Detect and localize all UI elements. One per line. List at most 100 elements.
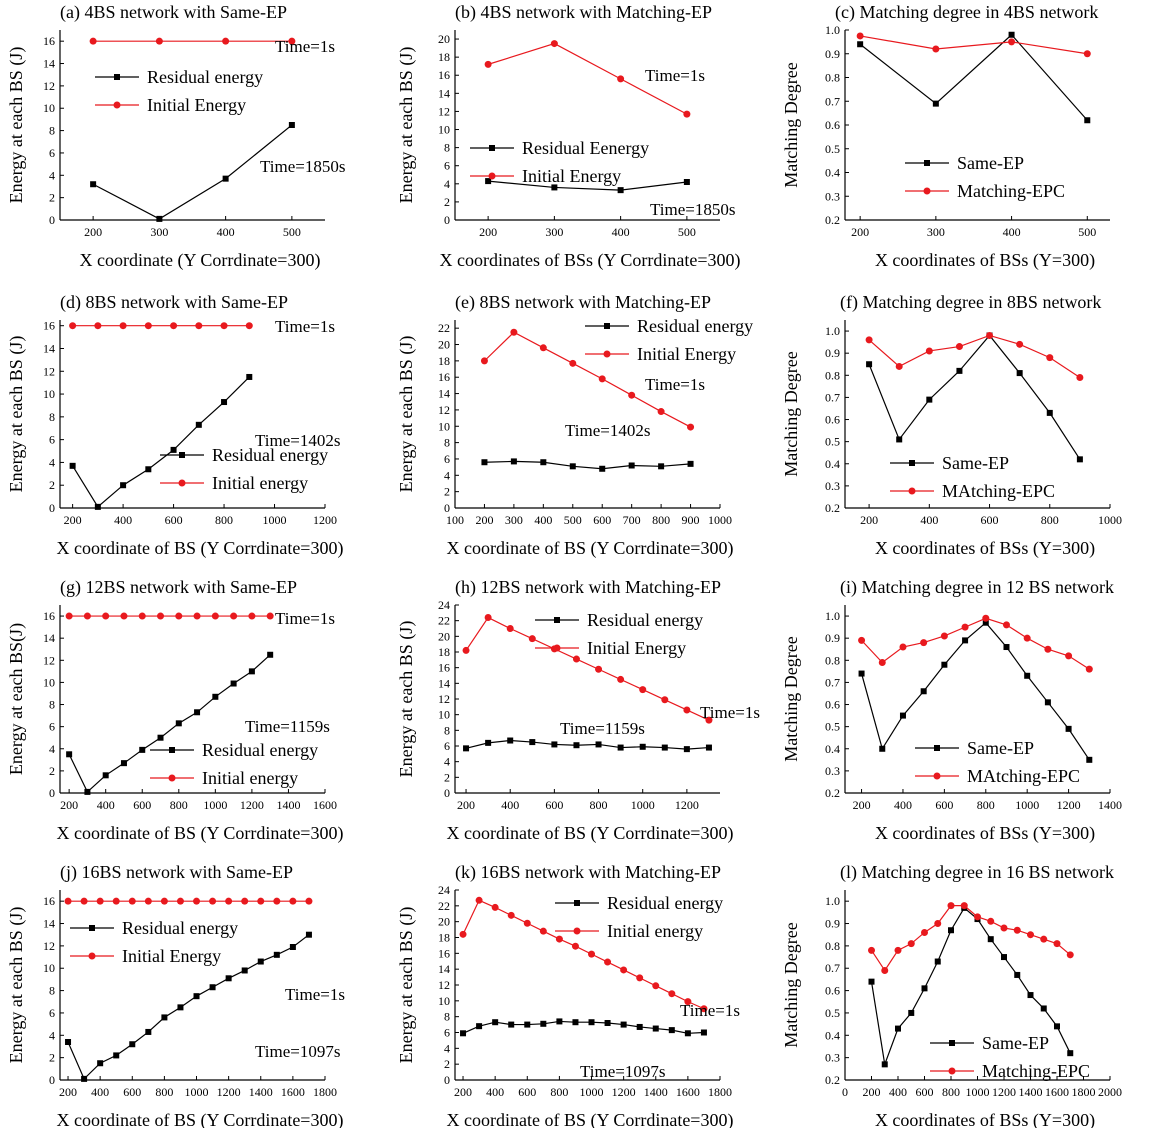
data-point: [878, 659, 886, 667]
data-point: [491, 903, 499, 911]
time-annotation: Time=1097s: [580, 1062, 665, 1081]
data-point: [705, 744, 712, 751]
y-tick-label: 0: [444, 501, 450, 515]
time-annotation: Time=1s: [680, 1001, 740, 1020]
data-point: [572, 1019, 579, 1026]
x-axis-label: X coordinate of BS (Y Corrdinate=300): [57, 1110, 344, 1128]
time-annotation: Time=1159s: [245, 717, 330, 736]
y-tick-label: 22: [438, 899, 450, 913]
x-tick-label: 200: [479, 225, 497, 239]
data-point: [683, 110, 691, 118]
data-point: [209, 984, 216, 991]
x-tick-label: 1400: [1019, 1085, 1043, 1099]
data-point: [94, 503, 101, 510]
data-point: [668, 1027, 675, 1034]
legend-label: Initial Energy: [587, 638, 686, 658]
series-line-1: [860, 621, 1090, 761]
x-tick-label: 1000: [1098, 513, 1122, 527]
y-tick-label: 6: [49, 1006, 55, 1020]
y-tick-label: 4: [444, 468, 450, 482]
data-point: [1046, 409, 1053, 416]
y-tick-label: 0.7: [825, 961, 840, 975]
series-line-2: [487, 42, 688, 115]
y-tick-label: 0.5: [825, 720, 840, 734]
data-point: [962, 637, 969, 644]
y-tick-label: 0.8: [825, 939, 840, 953]
x-tick-label: 600: [123, 1085, 141, 1099]
y-tick-label: 8: [444, 141, 450, 155]
y-axis-label: Energy at each BS (J): [396, 621, 417, 778]
x-tick-label: 1200: [313, 513, 337, 527]
chart-panel-12: (l) Matching degree in 16 BS network 0 200…: [781, 862, 1122, 1128]
y-tick-label: 18: [438, 50, 450, 64]
x-tick-label: 200: [853, 798, 871, 812]
data-point: [569, 463, 576, 470]
data-point: [868, 978, 875, 985]
y-tick-label: 0.4: [825, 1028, 840, 1042]
data-point: [170, 446, 177, 453]
x-tick-label: 400: [889, 1085, 907, 1099]
data-point: [595, 741, 602, 748]
x-tick-label: 300: [505, 513, 523, 527]
chart-title: (c) Matching degree in 4BS network: [835, 2, 1098, 23]
y-tick-label: 0.4: [825, 742, 840, 756]
legend-label: Initial Energy: [522, 166, 621, 186]
x-tick-label: 400: [486, 1085, 504, 1099]
data-point: [620, 966, 628, 974]
data-point: [987, 917, 995, 925]
x-tick-label: 400: [501, 798, 519, 812]
data-point: [155, 37, 163, 45]
chart-title: (d) 8BS network with Same-EP: [60, 292, 288, 313]
y-tick-label: 14: [43, 57, 55, 71]
y-tick-label: 6: [49, 433, 55, 447]
series-line-1: [462, 1020, 704, 1034]
chart-panel-4: (d) 8BS network with Same-EP 200 400 600 800…: [6, 292, 343, 559]
y-axis-label: Energy at each BS (J): [6, 47, 27, 204]
data-point: [921, 985, 928, 992]
x-tick-label: 1600: [281, 1085, 305, 1099]
data-point: [507, 737, 514, 744]
y-tick-label: 0.6: [825, 413, 840, 427]
y-tick-label: 4: [444, 177, 450, 191]
y-tick-label: 22: [438, 614, 450, 628]
y-axis-label: Energy at each BS (J): [6, 907, 27, 1064]
x-tick-label: 600: [593, 513, 611, 527]
y-tick-label: 0.2: [825, 501, 840, 515]
y-tick-label: 22: [438, 321, 450, 335]
data-point: [144, 897, 152, 905]
data-point: [484, 60, 492, 68]
x-tick-label: 1000: [185, 1085, 209, 1099]
data-point: [920, 639, 928, 647]
data-point: [529, 739, 536, 746]
data-point: [857, 41, 864, 48]
data-point: [896, 436, 903, 443]
data-point: [225, 975, 232, 982]
y-tick-label: 16: [43, 319, 55, 333]
y-tick-label: 0.6: [825, 984, 840, 998]
y-tick-label: 24: [438, 598, 450, 612]
data-point: [1027, 931, 1034, 939]
data-point: [510, 458, 517, 465]
data-point: [65, 612, 73, 620]
x-tick-label: 400: [97, 798, 115, 812]
y-tick-label: 0.7: [825, 675, 840, 689]
data-point: [248, 612, 256, 620]
chart-title: (i) Matching degree in 12 BS network: [840, 577, 1114, 598]
legend-label: Residual energy: [202, 740, 318, 760]
y-tick-label: 6: [444, 159, 450, 173]
data-point: [96, 897, 104, 905]
chart-title: (e) 8BS network with Matching-EP: [455, 292, 711, 313]
legend-label: Same-EP: [967, 738, 1034, 758]
data-point: [1084, 117, 1091, 124]
x-tick-label: 1400: [249, 1085, 273, 1099]
y-tick-label: 10: [43, 101, 55, 115]
data-point: [588, 950, 596, 958]
data-point: [129, 1041, 136, 1048]
legend-marker: [114, 74, 120, 80]
y-tick-label: 4: [49, 1028, 55, 1042]
data-point: [620, 1021, 627, 1028]
chart-title: (f) Matching degree in 8BS network: [840, 292, 1101, 313]
data-point: [1053, 940, 1061, 948]
y-tick-label: 0.9: [825, 917, 840, 931]
